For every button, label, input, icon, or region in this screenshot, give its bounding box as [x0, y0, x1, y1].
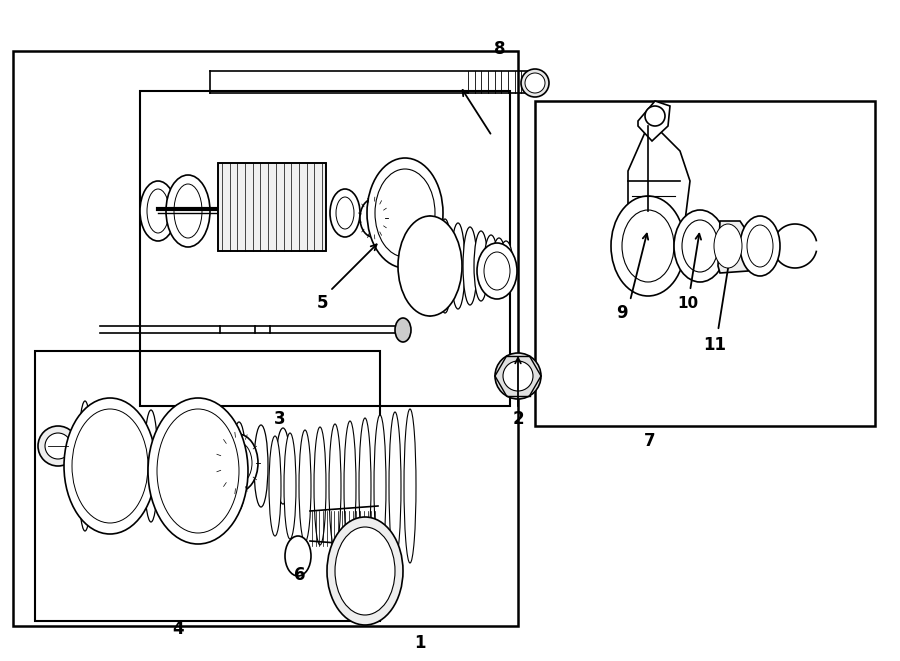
Ellipse shape — [747, 225, 773, 267]
Bar — [35, 351, 380, 621]
Ellipse shape — [499, 241, 513, 291]
Ellipse shape — [360, 199, 386, 237]
Ellipse shape — [299, 430, 311, 542]
Ellipse shape — [438, 219, 452, 313]
Text: 4: 4 — [172, 620, 184, 638]
Ellipse shape — [144, 410, 158, 522]
Ellipse shape — [140, 181, 176, 241]
Ellipse shape — [224, 442, 252, 484]
Circle shape — [45, 433, 71, 459]
Ellipse shape — [284, 433, 296, 539]
Ellipse shape — [367, 158, 443, 268]
Ellipse shape — [474, 231, 488, 301]
Polygon shape — [638, 101, 670, 141]
Text: 6: 6 — [294, 566, 306, 584]
Bar — [535, 101, 875, 426]
Circle shape — [521, 69, 549, 97]
Ellipse shape — [64, 398, 156, 534]
Ellipse shape — [157, 409, 239, 533]
Ellipse shape — [218, 434, 258, 492]
Text: 11: 11 — [704, 336, 726, 354]
Ellipse shape — [451, 223, 465, 309]
Ellipse shape — [232, 422, 246, 510]
Circle shape — [645, 106, 665, 126]
Polygon shape — [718, 221, 750, 273]
Circle shape — [38, 426, 78, 466]
Ellipse shape — [174, 184, 202, 238]
Ellipse shape — [477, 243, 517, 299]
Ellipse shape — [188, 416, 202, 516]
Circle shape — [525, 73, 545, 93]
Ellipse shape — [423, 216, 437, 316]
Bar — [218, 163, 326, 251]
Ellipse shape — [395, 318, 411, 342]
Ellipse shape — [404, 409, 416, 563]
Bar — [140, 91, 510, 406]
Ellipse shape — [674, 210, 726, 282]
Ellipse shape — [72, 409, 148, 523]
Bar — [13, 51, 518, 626]
Ellipse shape — [100, 404, 114, 528]
Ellipse shape — [276, 428, 290, 504]
Text: 7: 7 — [644, 432, 656, 450]
Text: 3: 3 — [274, 410, 286, 428]
Ellipse shape — [148, 398, 248, 544]
Ellipse shape — [285, 536, 311, 576]
Text: 9: 9 — [616, 304, 628, 322]
Text: 5: 5 — [316, 294, 328, 312]
Ellipse shape — [122, 407, 136, 525]
Ellipse shape — [329, 424, 341, 548]
Ellipse shape — [327, 517, 403, 625]
Ellipse shape — [330, 189, 360, 237]
Ellipse shape — [147, 189, 169, 233]
Text: 10: 10 — [678, 295, 698, 311]
Ellipse shape — [622, 210, 674, 282]
Ellipse shape — [389, 412, 401, 560]
Ellipse shape — [740, 216, 780, 276]
Ellipse shape — [484, 235, 498, 297]
Ellipse shape — [682, 220, 718, 272]
Ellipse shape — [484, 252, 510, 290]
Text: 2: 2 — [512, 410, 524, 428]
Polygon shape — [628, 121, 690, 241]
Ellipse shape — [359, 418, 371, 554]
Text: 8: 8 — [494, 40, 506, 58]
Bar — [218, 163, 326, 251]
Ellipse shape — [335, 527, 395, 615]
Text: 1: 1 — [414, 634, 426, 652]
Ellipse shape — [344, 421, 356, 551]
Ellipse shape — [336, 197, 354, 229]
Ellipse shape — [714, 224, 742, 268]
Ellipse shape — [210, 419, 224, 513]
Ellipse shape — [492, 238, 506, 294]
Ellipse shape — [78, 401, 92, 531]
Ellipse shape — [374, 415, 386, 557]
Ellipse shape — [398, 216, 462, 316]
Ellipse shape — [166, 175, 210, 247]
Ellipse shape — [254, 425, 268, 507]
Ellipse shape — [166, 413, 180, 519]
Ellipse shape — [463, 227, 477, 305]
Ellipse shape — [314, 427, 326, 545]
Circle shape — [503, 361, 533, 391]
Circle shape — [495, 353, 541, 399]
Ellipse shape — [611, 196, 685, 296]
Ellipse shape — [375, 169, 435, 257]
Ellipse shape — [269, 436, 281, 536]
